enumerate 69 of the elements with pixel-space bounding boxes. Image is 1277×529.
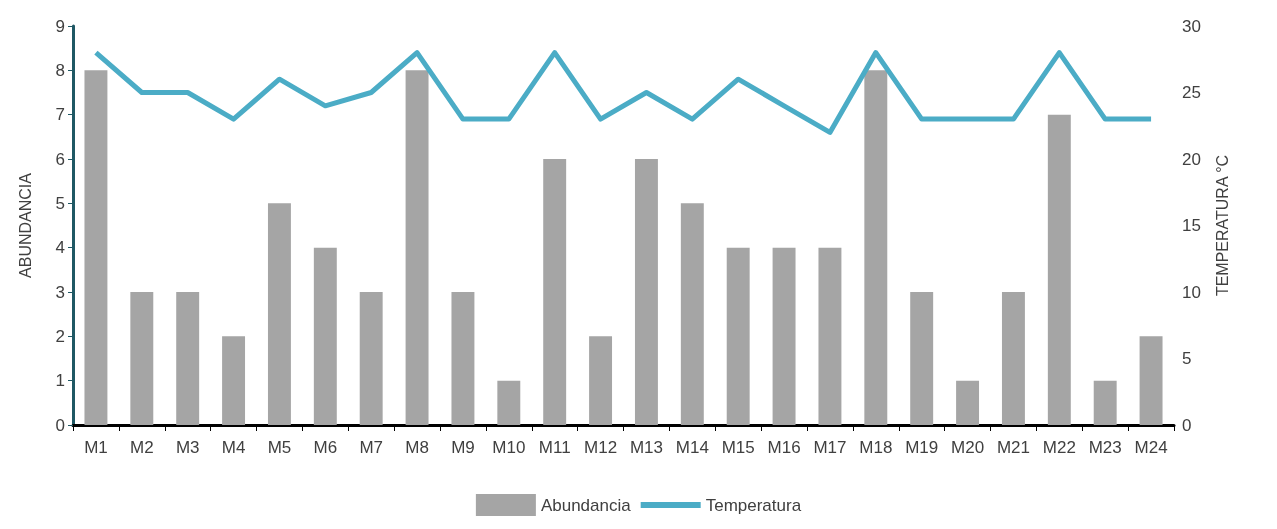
y2-tick-label: 25 xyxy=(1182,83,1201,102)
bar xyxy=(910,292,934,425)
bar xyxy=(956,380,980,425)
y-tick-label: 3 xyxy=(55,282,65,302)
bar xyxy=(313,247,337,425)
x-tick-label: M24 xyxy=(1134,438,1168,457)
y2-tick-label: 20 xyxy=(1182,149,1201,169)
x-tick-label: M18 xyxy=(859,438,893,457)
x-tick-label: M1 xyxy=(84,438,108,457)
y-tick-label: 4 xyxy=(55,238,65,258)
legend-label: Abundancia xyxy=(540,495,632,515)
y-tick-label: 8 xyxy=(55,60,65,80)
x-tick-label: M21 xyxy=(996,438,1030,457)
y2-axis-title: TEMPERATURA °C xyxy=(1213,154,1231,297)
y-tick-label: 1 xyxy=(55,371,65,391)
bar xyxy=(405,70,429,425)
y2-tick-label: 0 xyxy=(1182,415,1192,435)
bar xyxy=(451,292,475,425)
x-tick-label: M2 xyxy=(130,438,154,457)
y-tick-label: 9 xyxy=(55,16,65,36)
x-tick-label: M14 xyxy=(675,438,709,457)
bar xyxy=(267,203,291,425)
x-tick-label: M19 xyxy=(905,438,939,457)
bar xyxy=(772,247,796,425)
y-tick-label: 6 xyxy=(55,149,65,169)
y2-tick-label: 15 xyxy=(1182,216,1201,235)
x-tick-label: M3 xyxy=(175,438,200,457)
bar xyxy=(84,70,108,425)
y2-tick-label: 30 xyxy=(1182,16,1201,36)
bar xyxy=(634,159,658,425)
y-tick-label: 7 xyxy=(55,105,65,125)
bar xyxy=(680,203,704,425)
y-tick-label: 2 xyxy=(55,326,65,346)
y2-tick-label: 5 xyxy=(1182,349,1192,368)
x-tick-label: M15 xyxy=(721,438,755,457)
x-tick-label: M8 xyxy=(405,438,429,457)
bar xyxy=(1001,292,1025,425)
x-tick-label: M23 xyxy=(1088,438,1122,457)
bar xyxy=(1139,336,1163,425)
x-tick-label: M22 xyxy=(1042,438,1076,457)
y-tick-label: 0 xyxy=(55,415,65,435)
bar xyxy=(864,70,888,425)
x-tick-label: M13 xyxy=(629,438,663,457)
bar xyxy=(1047,114,1071,425)
legend-label: Temperatura xyxy=(705,495,802,515)
bar xyxy=(222,336,246,425)
bar xyxy=(359,292,383,425)
x-tick-label: M9 xyxy=(451,438,475,457)
x-tick-label: M12 xyxy=(584,438,618,457)
y2-tick-label: 10 xyxy=(1182,282,1201,302)
x-tick-label: M17 xyxy=(813,438,847,457)
y-tick-label: 5 xyxy=(55,193,65,213)
bar xyxy=(130,292,154,425)
x-tick-label: M16 xyxy=(767,438,801,457)
x-tick-label: M7 xyxy=(359,438,383,457)
bar xyxy=(726,247,750,425)
bar xyxy=(818,247,842,425)
bar xyxy=(497,380,521,425)
bar xyxy=(1093,380,1117,425)
bar xyxy=(543,159,567,425)
x-tick-label: M20 xyxy=(951,438,985,457)
x-tick-label: M4 xyxy=(221,438,246,457)
x-tick-label: M10 xyxy=(492,438,526,457)
bar xyxy=(176,292,200,425)
x-tick-label: M5 xyxy=(267,438,292,457)
x-tick-label: M6 xyxy=(313,438,338,457)
x-tick-label: M11 xyxy=(538,438,571,457)
y-axis-title: ABUNDANCIA xyxy=(16,172,34,278)
bar xyxy=(589,336,613,425)
